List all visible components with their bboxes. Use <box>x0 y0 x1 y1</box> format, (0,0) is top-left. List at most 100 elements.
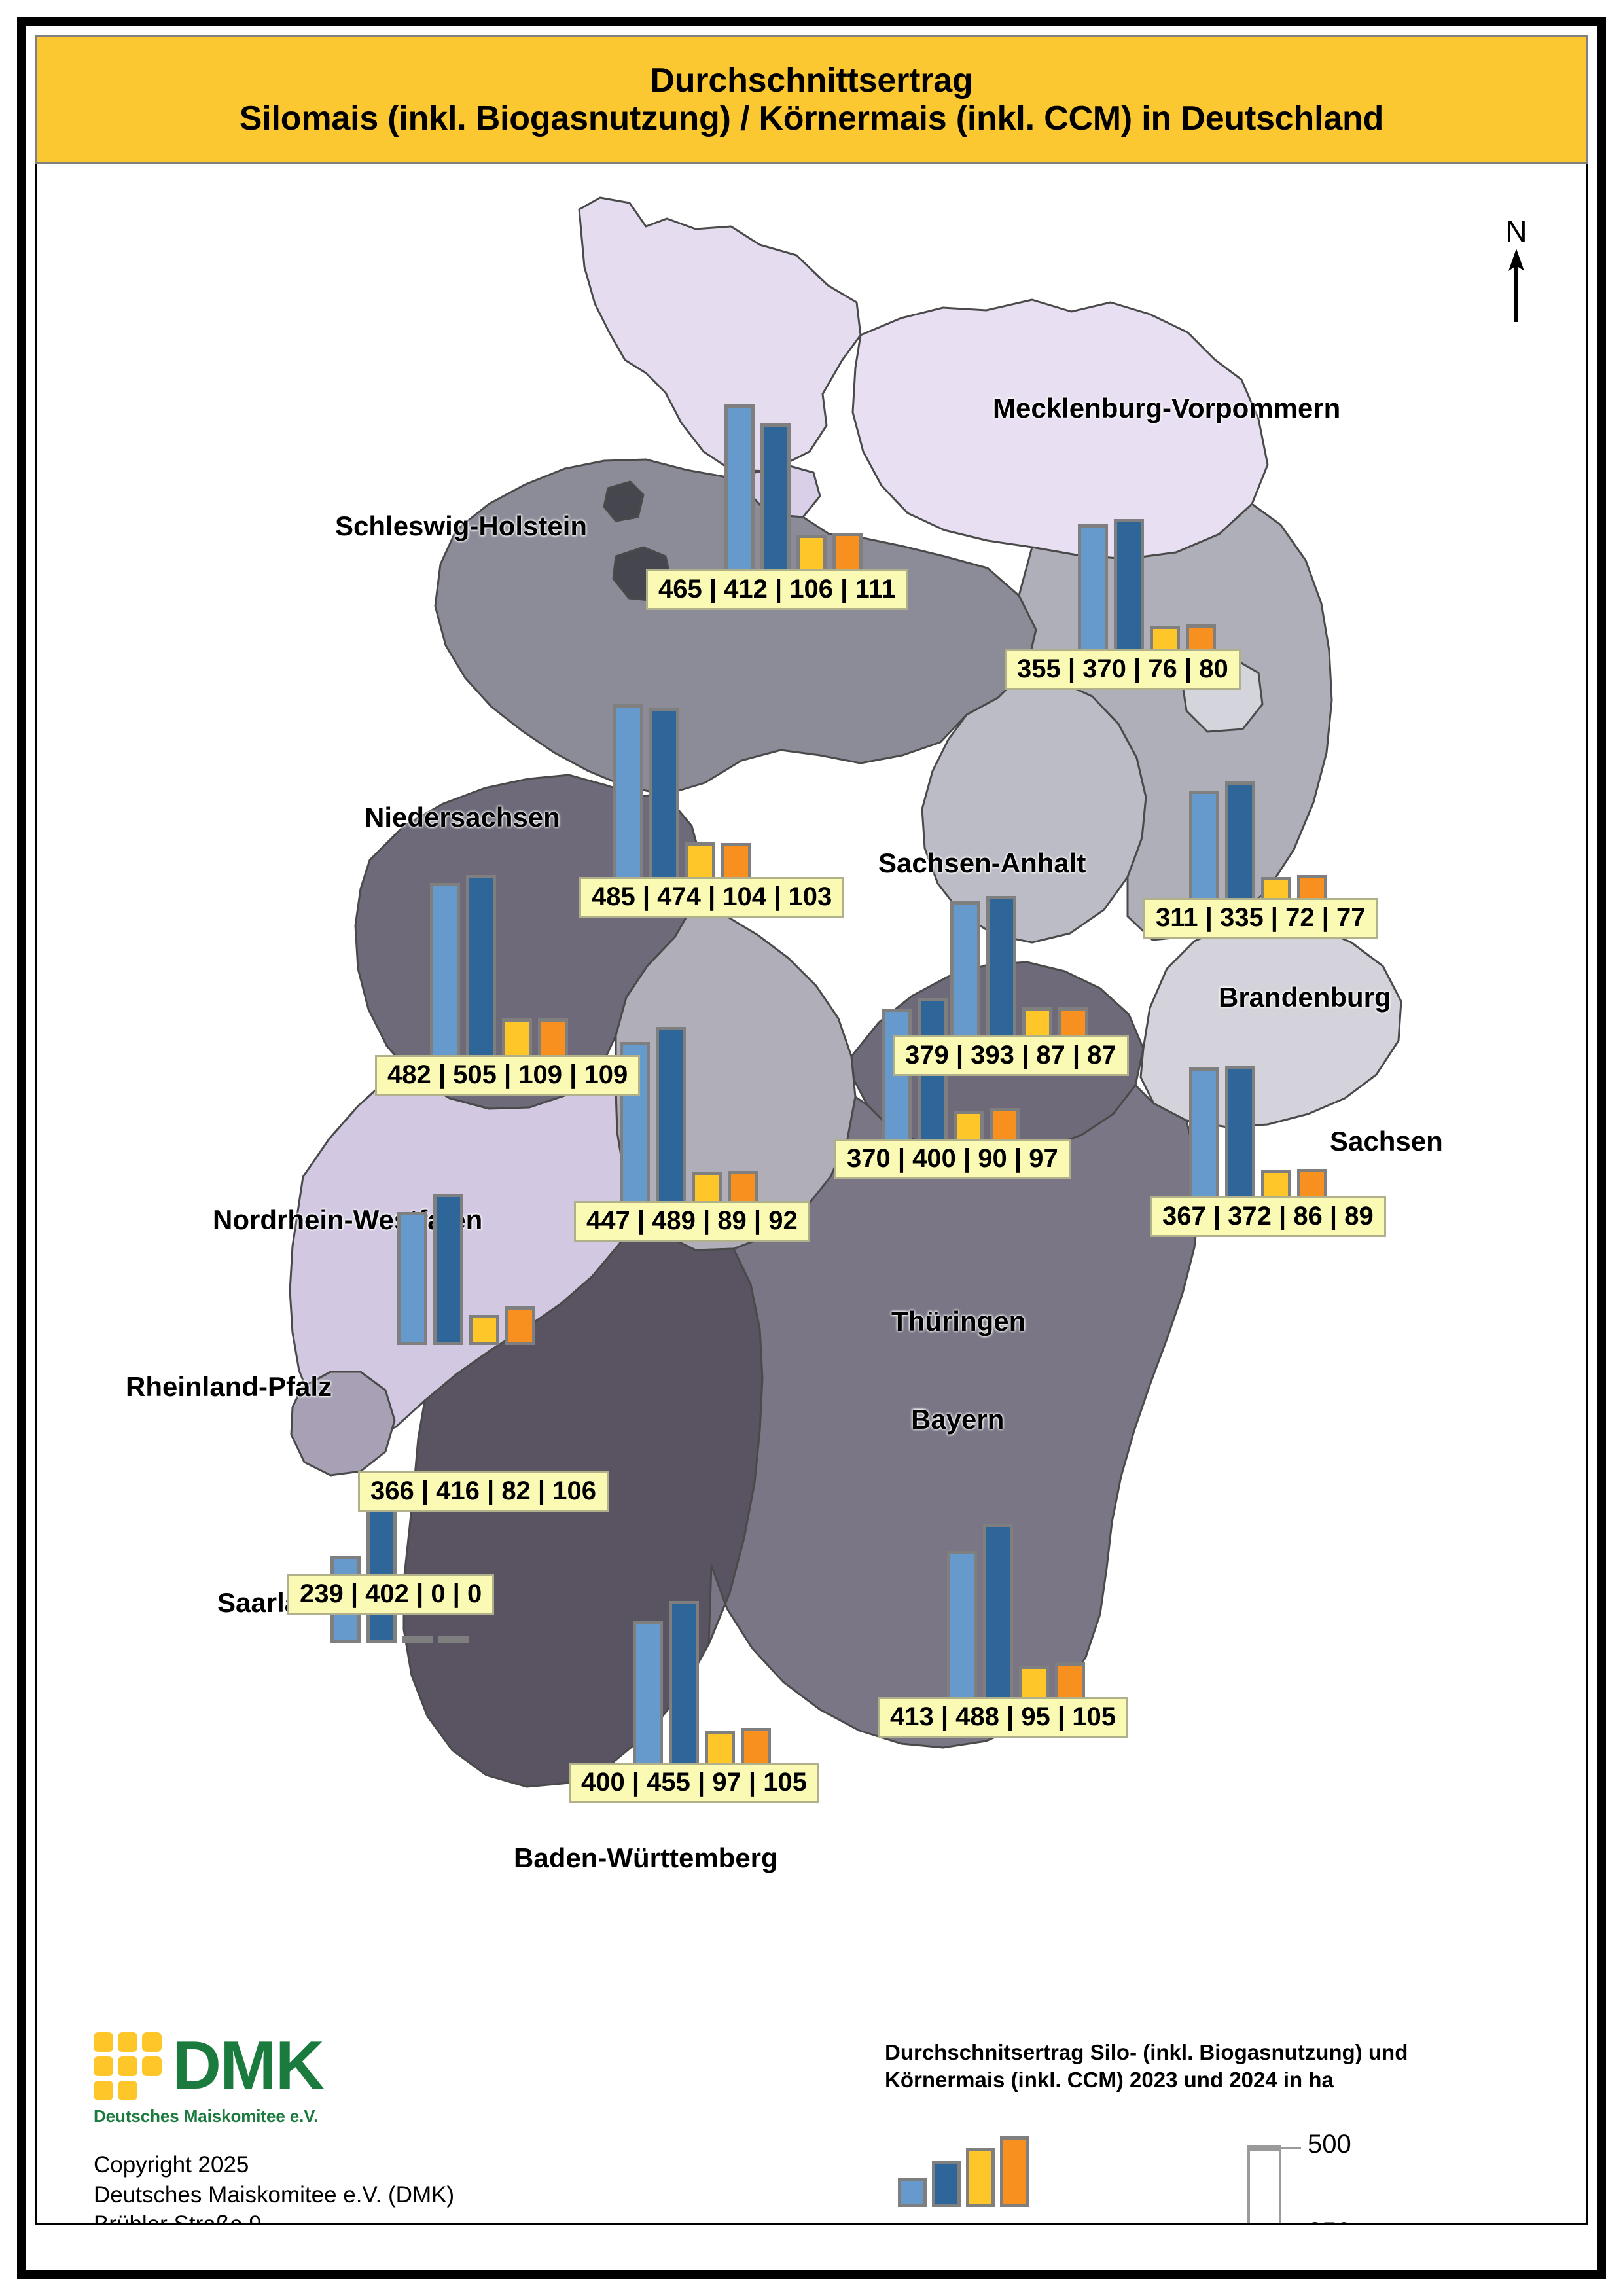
map-region-saarland <box>290 1371 396 1477</box>
bar-koernermais-2023 <box>796 535 827 573</box>
legend-sample-bar-silomais-2023 <box>898 2178 927 2208</box>
bar-silomais-2023 <box>633 1621 663 1766</box>
dmk-logo-word: DMK <box>172 2028 325 2104</box>
bar-silomais-2023 <box>1078 524 1108 653</box>
bar-silomais-2024 <box>986 896 1016 1039</box>
bar-silomais-2023 <box>613 704 643 880</box>
value-box-nordrhein-westfalen: 482 | 505 | 109 | 109 <box>375 1055 641 1096</box>
legend-scale-label-500: 500 <box>1308 2130 1351 2159</box>
page-title-line2: Silomais (inkl. Biogasnutzung) / Körnerm… <box>239 99 1384 137</box>
bar-silomais-2024 <box>983 1524 1013 1700</box>
bar-koernermais-2024 <box>728 1171 758 1204</box>
bar-silomais-2024 <box>1114 519 1144 653</box>
value-box-hessen: 447 | 489 | 89 | 92 <box>574 1201 810 1242</box>
bar-silomais-2023 <box>724 404 755 573</box>
bar-koernermais-2023 <box>685 842 715 880</box>
legend-scale-tick-500 <box>1281 2147 1301 2150</box>
value-box-sachsen-anhalt: 379 | 393 | 87 | 87 <box>893 1035 1129 1076</box>
bar-silomais-2023 <box>1189 791 1219 903</box>
legend-scale-label-250: 250 <box>1308 2219 1351 2223</box>
legend-title-line1: Durchschnitsertrag Silo- (inkl. Biogasnu… <box>885 2040 1408 2064</box>
bar-silomais-2023 <box>947 1551 977 1700</box>
legend-scale-bar <box>1247 2145 1281 2223</box>
value-box-saarland: 239 | 402 | 0 | 0 <box>287 1574 495 1615</box>
dmk-logo-icon <box>94 2032 162 2100</box>
legend-sample-bar-koernermais-2023 <box>966 2148 995 2208</box>
bar-group-mecklenburg-vorpommern <box>1078 517 1216 653</box>
map-region-bremerhaven <box>603 480 645 522</box>
map-region-schleswig-holstein <box>578 196 862 473</box>
bar-silomais-2023 <box>430 883 460 1058</box>
page-title-line1: Durchschnittsertrag <box>650 61 973 99</box>
bar-silomais-2023 <box>882 1009 912 1143</box>
value-box-mecklenburg-vorpommern: 355 | 370 | 76 | 80 <box>1005 649 1241 690</box>
bar-koernermais-2024 <box>990 1108 1020 1143</box>
state-label-schleswig-holstein: Schleswig-Holstein <box>335 511 588 541</box>
bar-group-niedersachsen <box>613 700 751 880</box>
value-box-sachsen: 367 | 372 | 86 | 89 <box>1150 1196 1386 1237</box>
value-box-niedersachsen: 485 | 474 | 104 | 103 <box>579 877 845 918</box>
bar-koernermais-2023 <box>705 1731 735 1766</box>
legend-sample-bar-silomais-2024 <box>932 2161 961 2208</box>
bar-silomais-2023 <box>1189 1067 1219 1201</box>
bar-silomais-2024 <box>656 1027 686 1204</box>
value-box-bayern: 413 | 488 | 95 | 105 <box>878 1697 1128 1738</box>
value-box-brandenburg: 311 | 335 | 72 | 77 <box>1143 898 1378 939</box>
state-label-bayern: Bayern <box>911 1404 1005 1435</box>
value-box-rheinland-pfalz: 366 | 416 | 82 | 106 <box>358 1471 609 1512</box>
bar-silomais-2024 <box>433 1194 463 1345</box>
title-banner: Durchschnittsertrag Silomais (inkl. Biog… <box>35 35 1588 164</box>
bar-group-brandenburg <box>1189 779 1327 903</box>
bar-group-nordrhein-westfalen <box>430 867 568 1058</box>
state-label-brandenburg: Brandenburg <box>1219 982 1391 1013</box>
bar-koernermais-2024 <box>505 1306 535 1345</box>
bar-koernermais-2023 <box>469 1315 499 1345</box>
dmk-logo: DMK Deutsches Maiskomitee e.V. <box>94 2028 325 2126</box>
bar-group-schleswig-holstein <box>724 398 863 573</box>
imprint-block: Copyright 2025 Deutsches Maiskomitee e.V… <box>94 2150 455 2225</box>
north-arrow-icon <box>1508 249 1524 322</box>
value-box-baden-wuerttemberg: 400 | 455 | 97 | 105 <box>569 1763 819 1803</box>
state-label-sachsen-anhalt: Sachsen-Anhalt <box>878 848 1086 878</box>
imprint-org: Deutsches Maiskomitee e.V. (DMK) <box>94 2181 455 2208</box>
value-box-schleswig-holstein: 465 | 412 | 106 | 111 <box>646 569 908 610</box>
state-label-baden-wuerttemberg: Baden-Württemberg <box>514 1842 778 1873</box>
bar-koernermais-2024 <box>438 1636 469 1643</box>
bar-koernermais-2023 <box>402 1636 433 1643</box>
bar-group-baden-wuerttemberg <box>633 1597 771 1766</box>
bar-silomais-2024 <box>649 708 679 880</box>
state-label-rheinland-pfalz: Rheinland-Pfalz <box>126 1371 332 1402</box>
bar-group-sachsen <box>1189 1064 1327 1201</box>
bar-koernermais-2024 <box>832 533 863 573</box>
bar-silomais-2024 <box>669 1601 699 1766</box>
bar-koernermais-2023 <box>502 1018 532 1058</box>
bar-koernermais-2023 <box>1019 1666 1049 1700</box>
imprint-copyright: Copyright 2025 <box>94 2152 249 2178</box>
bar-koernermais-2024 <box>538 1018 568 1058</box>
legend: Durchschnitsertrag Silo- (inkl. Biogasnu… <box>885 2039 1428 2223</box>
map-panel: Schleswig-Holstein Mecklenburg-Vorpommer… <box>35 164 1588 2225</box>
bar-group-bayern <box>947 1520 1085 1700</box>
bar-silomais-2024 <box>466 875 496 1058</box>
state-label-niedersachsen: Niedersachsen <box>365 802 560 833</box>
legend-sample-bars <box>898 2136 1192 2208</box>
north-arrow: N <box>1498 216 1535 327</box>
bar-silomais-2024 <box>760 423 791 573</box>
state-label-thueringen: Thüringen <box>891 1306 1026 1336</box>
bar-silomais-2023 <box>950 901 980 1039</box>
value-box-thueringen: 370 | 400 | 90 | 97 <box>834 1139 1071 1179</box>
bar-koernermais-2024 <box>1055 1662 1085 1700</box>
bar-koernermais-2023 <box>692 1172 722 1204</box>
bar-silomais-2024 <box>1225 1066 1255 1201</box>
bar-koernermais-2024 <box>1058 1007 1088 1039</box>
bar-koernermais-2023 <box>1022 1007 1052 1039</box>
state-label-mecklenburg-vorpommern: Mecklenburg-Vorpommern <box>993 393 1341 423</box>
imprint-street: Brühler Straße 9 <box>94 2212 262 2225</box>
bar-koernermais-2024 <box>721 843 751 880</box>
bar-group-saarland <box>330 1492 469 1643</box>
north-arrow-label: N <box>1505 214 1527 248</box>
bar-group-hessen <box>620 1021 758 1204</box>
state-label-sachsen: Sachsen <box>1330 1126 1443 1157</box>
bar-silomais-2023 <box>397 1212 427 1345</box>
